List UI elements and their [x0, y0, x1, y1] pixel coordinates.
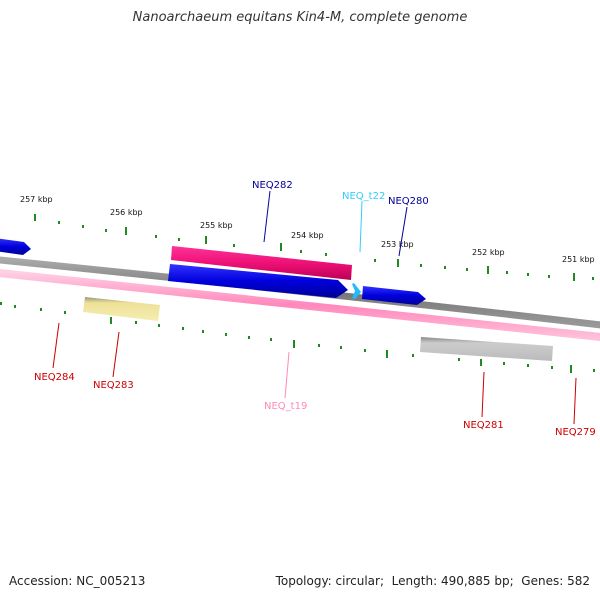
genes-label: Genes: — [521, 574, 564, 588]
topology-value: circular — [335, 574, 380, 588]
gene-arrow-neq280[interactable] — [362, 286, 426, 305]
gene-label-neq284[interactable]: NEQ284 — [34, 372, 75, 383]
gene-arrow-neq-t22[interactable] — [352, 283, 361, 299]
gene-label-neq-t19[interactable]: NEQ_t19 — [264, 401, 307, 412]
gene-bar-neq281[interactable] — [420, 337, 553, 361]
scale-ticks-upper — [34, 214, 594, 281]
backbone-pink-strand — [0, 269, 600, 341]
gene-arrow-left-blue[interactable] — [0, 238, 31, 255]
genes-value: 582 — [567, 574, 590, 588]
gene-bar-neq283[interactable] — [83, 297, 160, 321]
accession-value: NC_005213 — [76, 574, 146, 588]
scale-label-257: 257 kbp — [20, 195, 53, 204]
gene-label-neq281[interactable]: NEQ281 — [463, 420, 504, 431]
leader-neq280 — [398, 206, 408, 257]
leader-neq283 — [112, 331, 120, 378]
scale-label-253: 253 kbp — [381, 240, 414, 249]
leader-neq281 — [481, 371, 485, 418]
gene-label-neq-t22[interactable]: NEQ_t22 — [342, 191, 385, 202]
gene-arrow-neq282[interactable] — [168, 264, 348, 298]
leader-neq279 — [573, 377, 577, 425]
leader-neq282 — [263, 190, 271, 243]
leader-neq284 — [52, 322, 60, 369]
scale-ticks-lower — [0, 302, 595, 373]
map-title: Nanoarchaeum equitans Kin4-M, complete g… — [132, 10, 468, 25]
scale-label-252: 252 kbp — [472, 248, 505, 257]
scale-label-255: 255 kbp — [200, 221, 233, 230]
length-value: 490,885 bp — [440, 574, 510, 588]
leader-neq-t19 — [284, 351, 290, 399]
accession-info: Accession: NC_005213 — [9, 574, 145, 588]
accession-label: Accession: — [9, 574, 73, 588]
scale-label-251: 251 kbp — [562, 255, 595, 264]
topology-label: Topology: — [275, 574, 332, 588]
scale-label-256: 256 kbp — [110, 208, 143, 217]
genome-summary: Topology: circular; Length: 490,885 bp; … — [275, 574, 590, 588]
gene-label-neq283[interactable]: NEQ283 — [93, 380, 134, 391]
gene-label-neq279[interactable]: NEQ279 — [555, 427, 596, 438]
length-label: Length: — [391, 574, 438, 588]
scale-label-254: 254 kbp — [291, 231, 324, 240]
gene-label-neq282[interactable]: NEQ282 — [252, 180, 293, 191]
leader-neq-t22 — [359, 200, 363, 253]
gene-label-neq280[interactable]: NEQ280 — [388, 196, 429, 207]
gene-bar-magenta[interactable] — [171, 246, 352, 280]
